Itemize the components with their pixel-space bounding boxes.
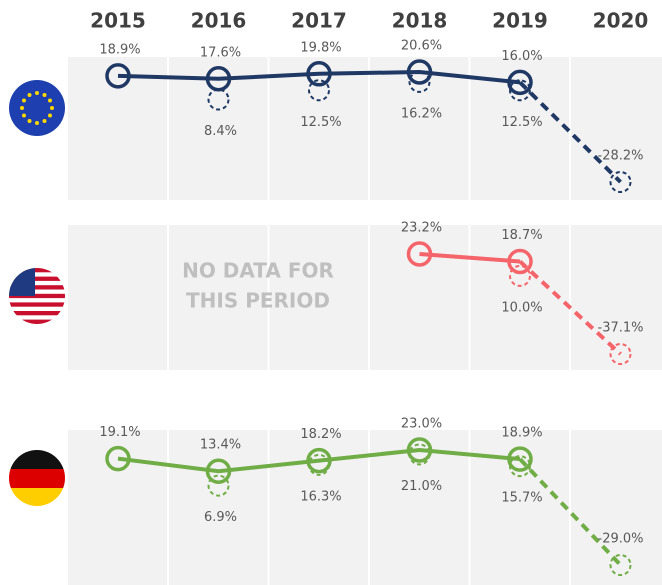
line-forecast	[518, 457, 622, 567]
data-label: 8.4%	[204, 124, 237, 139]
data-label: 18.9%	[501, 426, 542, 441]
data-label: 19.1%	[99, 425, 140, 440]
point-actual	[205, 66, 232, 92]
point-forecast	[509, 455, 531, 478]
line-forecast	[518, 259, 622, 356]
data-label: 15.7%	[501, 491, 542, 506]
data-label: -29.0%	[598, 532, 644, 547]
data-label: 21.0%	[401, 479, 442, 494]
point-actual	[406, 437, 433, 463]
year-label: 2017	[291, 9, 347, 33]
line-actual	[419, 252, 521, 264]
panel-background	[68, 430, 662, 585]
data-label: 10.0%	[501, 300, 542, 315]
point-forecast	[609, 343, 632, 365]
panel-background	[68, 225, 662, 370]
data-label: 18.9%	[99, 42, 140, 57]
point-actual	[406, 59, 433, 85]
year-label: 2019	[492, 9, 548, 33]
chart-area: 2015 2016 2017 2018 2019 2020 18.9% 17.6% 19.8% 2…	[68, 9, 662, 585]
data-label: 17.6%	[200, 45, 241, 60]
data-label: 6.9%	[204, 510, 237, 525]
point-actual	[105, 445, 131, 472]
data-label: 12.5%	[501, 115, 542, 130]
point-forecast	[207, 474, 230, 497]
data-label: 23.2%	[401, 221, 442, 236]
data-label: 16.2%	[401, 106, 442, 121]
point-forecast	[509, 79, 531, 102]
line-forecast	[518, 80, 622, 184]
point-forecast	[308, 79, 330, 102]
point-forecast	[207, 88, 230, 111]
data-label: -28.2%	[598, 149, 644, 164]
point-actual	[205, 458, 232, 484]
line-actual	[117, 69, 521, 85]
year-label: 2016	[191, 9, 247, 33]
point-actual	[507, 248, 533, 275]
data-label: 18.2%	[300, 427, 341, 442]
data-label: 16.0%	[501, 49, 542, 64]
point-forecast	[408, 70, 431, 93]
point-forecast	[609, 171, 632, 193]
point-forecast	[308, 453, 330, 476]
data-label: 19.8%	[300, 40, 341, 55]
data-label: 16.3%	[300, 489, 341, 504]
point-actual	[507, 69, 533, 96]
flag-us	[9, 268, 65, 324]
year-label: 2020	[593, 9, 649, 33]
point-actual	[105, 63, 131, 89]
data-label: 23.0%	[401, 417, 442, 432]
data-label: -37.1%	[598, 321, 644, 336]
data-label: 13.4%	[200, 438, 241, 453]
point-actual	[507, 446, 533, 472]
data-label: 12.5%	[300, 115, 341, 130]
flag-eu	[9, 80, 65, 136]
flag-de	[9, 450, 65, 506]
point-forecast	[609, 554, 632, 576]
data-label: 20.6%	[401, 39, 442, 54]
data-label: 18.7%	[501, 228, 542, 243]
year-label: 2015	[90, 9, 146, 33]
point-actual	[406, 241, 433, 267]
annotation: THIS PERIOD	[186, 289, 330, 313]
annotation: NO DATA FOR	[182, 259, 334, 283]
point-forecast	[408, 443, 431, 466]
point-actual	[306, 61, 332, 87]
year-label: 2018	[392, 9, 448, 33]
line-actual	[117, 447, 521, 474]
point-forecast	[509, 264, 531, 287]
point-actual	[306, 447, 332, 474]
